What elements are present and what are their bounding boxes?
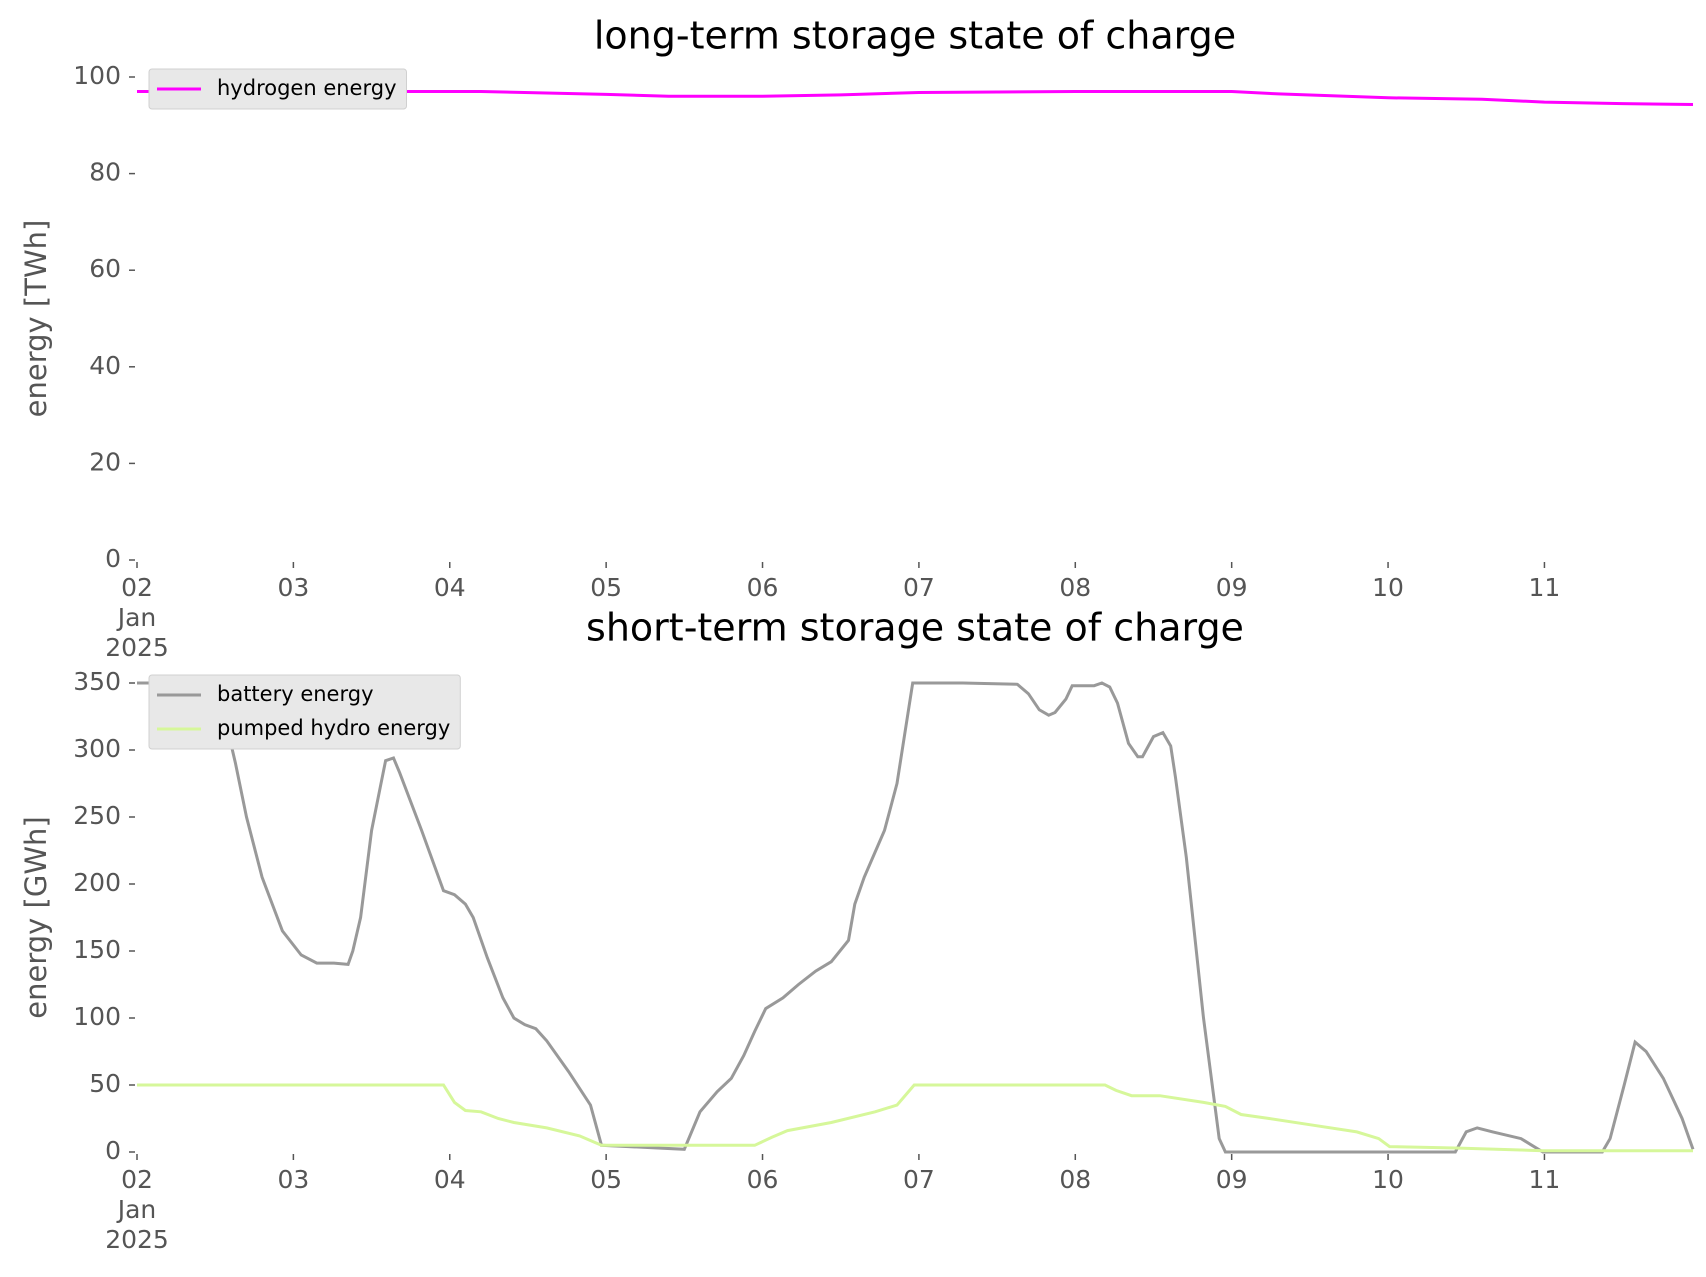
x-tick-label: 08 [1059,573,1091,602]
legend-label: battery energy [217,682,374,706]
y-tick-label: 20 [89,447,121,476]
y-tick-label: 0 [105,1136,121,1165]
y-tick-label: 250 [73,801,121,830]
x-tick-label: 09 [1216,573,1248,602]
y-tick-label: 200 [73,868,121,897]
line-series [137,90,1694,106]
y-tick-label: 60 [89,254,121,283]
y-tick-label: 80 [89,158,121,187]
x-tick-label: 02 Jan 2025 [105,573,169,662]
x-tick-label: 06 [747,573,779,602]
x-tick-label: 11 [1529,1165,1561,1194]
x-tick-label: 03 [277,1165,309,1194]
y-tick-label: 350 [73,667,121,696]
y-tick-label: 300 [73,734,121,763]
x-tick-label: 03 [277,573,309,602]
y-axis-label: energy [GWh] [19,816,53,1018]
x-tick-label: 05 [590,1165,622,1194]
line-series [137,681,1695,1154]
x-tick-label: 08 [1059,1165,1091,1194]
y-tick-label: 150 [73,935,121,964]
x-tick-label: 05 [590,573,622,602]
chart-title: short-term storage state of charge [586,606,1244,650]
x-tick-label: 04 [434,1165,466,1194]
y-axis-label: energy [TWh] [19,220,53,418]
y-tick-label: 100 [73,61,121,90]
x-tick-label: 09 [1216,1165,1248,1194]
legend-label: pumped hydro energy [217,716,450,740]
x-tick-label: 10 [1372,573,1404,602]
y-tick-label: 100 [73,1002,121,1031]
y-tick-label: 0 [105,544,121,573]
line-series [137,1083,1693,1153]
legend-box [148,68,407,110]
x-tick-label: 11 [1529,573,1561,602]
legend-box [148,674,461,750]
x-tick-label: 06 [747,1165,779,1194]
x-tick-label: 04 [434,573,466,602]
legend-label: hydrogen energy [217,76,397,100]
y-tick-label: 40 [89,351,121,380]
x-tick-label: 10 [1372,1165,1404,1194]
chart-title: long-term storage state of charge [594,14,1236,58]
x-tick-label: 02 Jan 2025 [105,1165,169,1254]
x-tick-label: 07 [903,1165,935,1194]
x-tick-label: 07 [903,573,935,602]
y-tick-label: 50 [89,1069,121,1098]
